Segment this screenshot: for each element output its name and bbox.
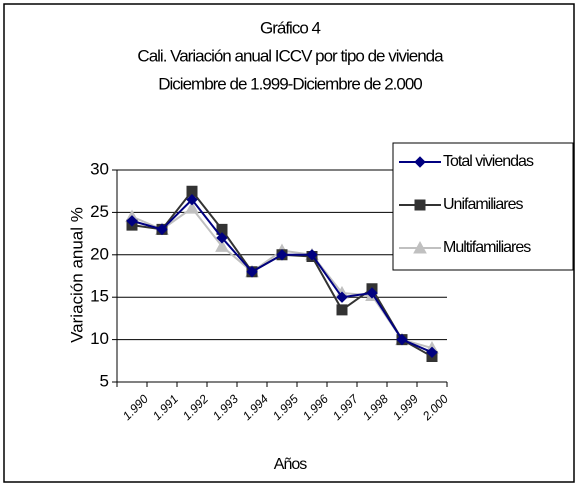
y-tick-label: 25 xyxy=(90,202,109,221)
marker xyxy=(186,185,198,197)
marker xyxy=(246,266,258,278)
marker xyxy=(126,215,138,227)
y-axis-label: Variación anual % xyxy=(67,207,86,343)
marker xyxy=(413,240,427,254)
marker xyxy=(336,304,348,316)
y-tick-label: 10 xyxy=(90,329,109,348)
x-axis-label: Años xyxy=(274,456,307,473)
y-tick-label: 30 xyxy=(90,159,109,178)
marker xyxy=(276,249,288,261)
marker xyxy=(414,199,426,211)
marker xyxy=(414,156,426,168)
chart-title: Cali. Variación anual ICCV por tipo de v… xyxy=(137,46,444,65)
marker xyxy=(426,346,438,359)
legend-label: Multifamiliares xyxy=(443,239,531,256)
legend-label: Total viviendas xyxy=(443,153,534,170)
chart-subtitle: Diciembre de 1.999-Diciembre de 2.000 xyxy=(158,74,422,93)
marker xyxy=(336,291,348,303)
marker xyxy=(156,223,168,236)
marker xyxy=(185,201,199,214)
marker xyxy=(366,287,378,299)
marker xyxy=(215,239,229,252)
y-tick-label: 20 xyxy=(90,244,109,263)
y-tick-label: 15 xyxy=(90,287,109,306)
chart-title: Gráfico 4 xyxy=(260,18,321,37)
marker xyxy=(216,232,228,244)
marker xyxy=(186,193,198,206)
marker xyxy=(396,333,408,346)
y-tick-label: 5 xyxy=(100,371,109,390)
legend-label: Unifamiliares xyxy=(443,196,523,213)
marker xyxy=(306,249,318,261)
